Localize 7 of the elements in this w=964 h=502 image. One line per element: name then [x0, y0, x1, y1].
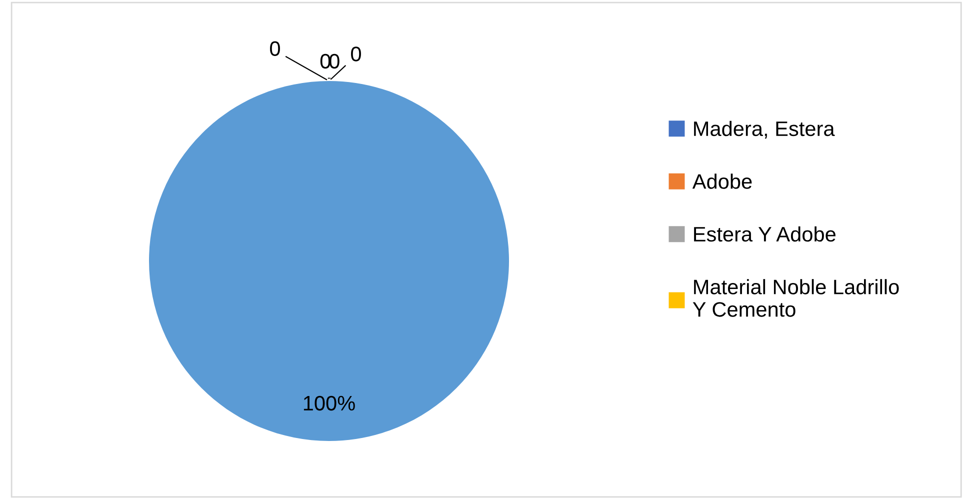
legend-label: Estera Y Adobe	[694, 226, 836, 242]
text: 0	[270, 41, 280, 56]
data-label: 100%	[304, 396, 355, 411]
text: 0	[351, 46, 361, 62]
legend-label: Adobe	[692, 174, 752, 189]
legend-label: Madera, Estera	[694, 120, 835, 139]
legend-label: Material Noble Ladrillo Y Cemento	[692, 279, 899, 317]
